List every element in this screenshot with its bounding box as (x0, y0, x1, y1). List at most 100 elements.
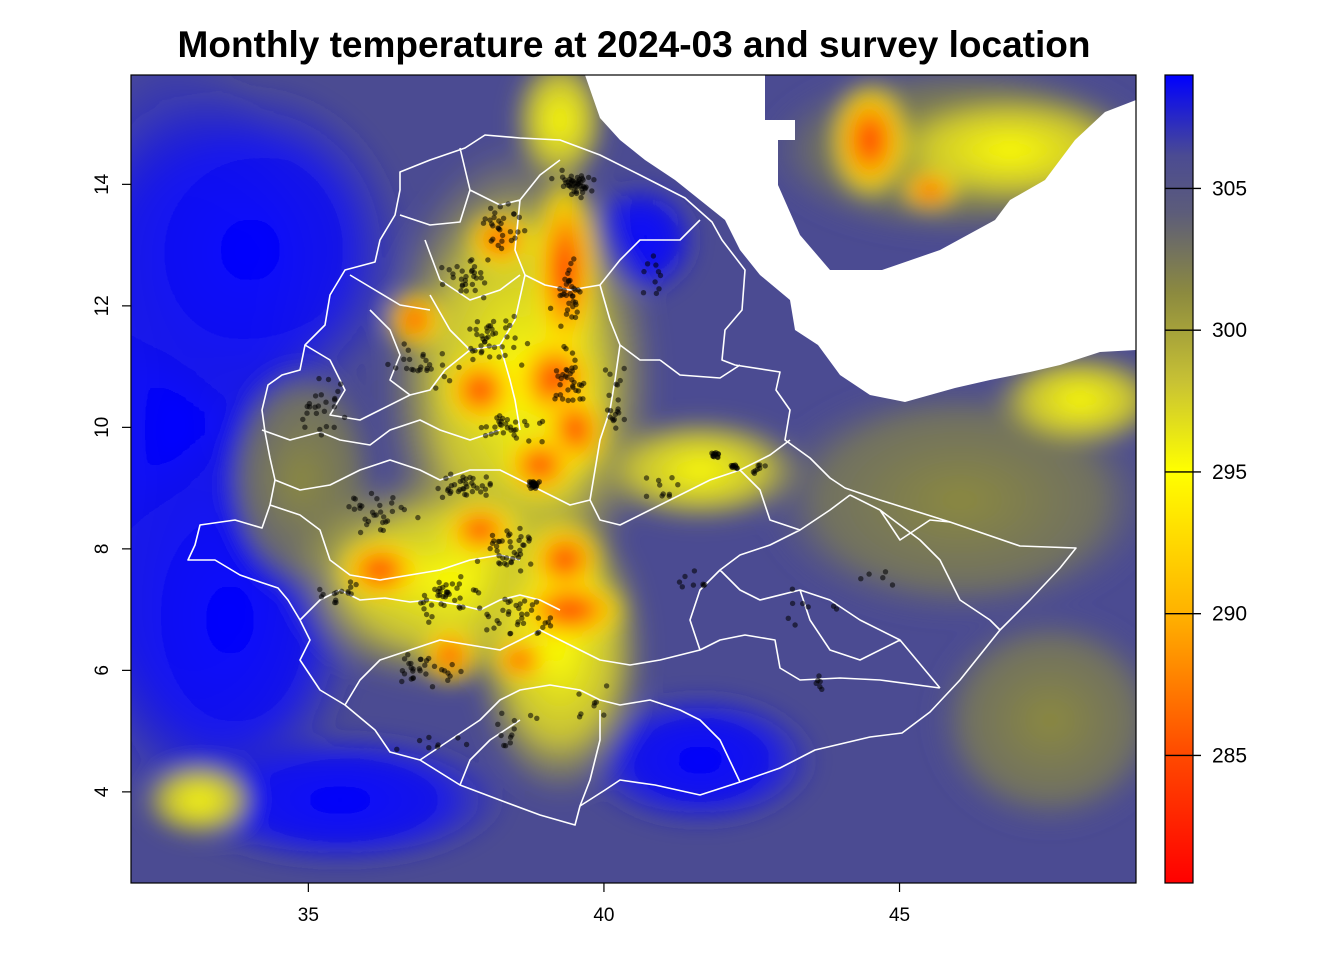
survey-point (421, 606, 427, 612)
survey-point (570, 384, 576, 391)
survey-point (559, 167, 565, 173)
x-axis: 35 40 45 (298, 883, 910, 926)
survey-point (499, 232, 506, 239)
survey-point (317, 586, 323, 593)
survey-point (730, 462, 737, 469)
survey-point (492, 210, 498, 216)
survey-point (557, 382, 563, 388)
survey-point (496, 354, 502, 360)
survey-point (408, 660, 414, 667)
survey-point (495, 242, 501, 249)
survey-point (560, 183, 567, 189)
survey-point (519, 362, 525, 368)
survey-point (535, 615, 542, 621)
survey-point (621, 416, 627, 423)
survey-point (503, 318, 509, 324)
survey-point (498, 220, 504, 227)
survey-point (449, 661, 455, 668)
survey-point (463, 492, 470, 498)
plot-frame (130, 74, 1137, 884)
survey-point (528, 561, 534, 567)
survey-point (504, 417, 510, 423)
survey-point (381, 514, 387, 520)
survey-point (478, 343, 484, 349)
survey-point (616, 410, 622, 416)
survey-point (621, 365, 627, 372)
survey-point (564, 307, 571, 313)
survey-point (483, 492, 489, 498)
survey-point (439, 264, 445, 271)
survey-point (418, 600, 424, 606)
survey-point (669, 475, 675, 481)
figure-title: Monthly temperature at 2024-03 and surve… (178, 24, 1091, 65)
survey-point (454, 263, 460, 270)
survey-point (490, 318, 497, 325)
survey-point (655, 477, 662, 484)
survey-point (318, 594, 325, 600)
survey-point (348, 584, 354, 590)
survey-point (403, 365, 410, 372)
survey-point (475, 590, 482, 596)
survey-point (455, 735, 461, 741)
colorbar-tick-label: 305 (1212, 177, 1247, 200)
survey-point (816, 673, 822, 679)
survey-point (561, 287, 567, 293)
survey-point (785, 615, 791, 621)
sea-mask-red-sea (585, 75, 1136, 402)
survey-point (482, 216, 488, 222)
survey-point (817, 684, 823, 690)
survey-point (442, 594, 449, 600)
survey-point (557, 392, 564, 398)
survey-point (487, 217, 493, 223)
survey-point (607, 371, 613, 377)
survey-point (500, 215, 507, 221)
survey-point (405, 652, 411, 658)
survey-point (567, 291, 573, 297)
survey-point (459, 268, 465, 274)
survey-point (459, 282, 466, 288)
survey-point (357, 529, 364, 536)
survey-point (611, 416, 618, 423)
survey-point (374, 496, 380, 502)
survey-point (436, 579, 442, 585)
survey-point (573, 190, 580, 197)
survey-point (494, 548, 500, 554)
survey-point (479, 483, 485, 489)
survey-point (640, 290, 647, 296)
survey-point (346, 504, 352, 510)
survey-point (490, 236, 496, 242)
survey-point (496, 560, 502, 566)
survey-point (424, 365, 430, 372)
survey-point (460, 474, 466, 480)
survey-point (501, 560, 508, 567)
survey-point (472, 287, 478, 294)
survey-point (503, 421, 509, 427)
survey-point (563, 311, 570, 317)
survey-point (423, 671, 429, 677)
survey-point (613, 425, 619, 431)
survey-point (458, 668, 464, 675)
survey-point (565, 397, 571, 404)
survey-point (454, 585, 460, 591)
survey-point (359, 503, 365, 509)
survey-point (495, 721, 501, 727)
survey-point (578, 194, 584, 201)
survey-point (497, 204, 503, 210)
temperature-raster (131, 75, 1136, 883)
survey-point (468, 345, 474, 352)
survey-point (657, 482, 663, 488)
survey-point (566, 300, 572, 306)
survey-point (508, 544, 514, 550)
survey-point (428, 366, 434, 372)
survey-point (547, 615, 554, 621)
survey-point (426, 619, 432, 625)
survey-point (792, 622, 798, 628)
survey-point (377, 502, 383, 509)
survey-point (441, 602, 447, 609)
survey-point (517, 551, 524, 557)
survey-point (507, 322, 513, 329)
x-tick-label: 45 (889, 905, 910, 926)
survey-point (457, 605, 463, 611)
survey-point (578, 382, 585, 389)
survey-point (507, 734, 514, 740)
